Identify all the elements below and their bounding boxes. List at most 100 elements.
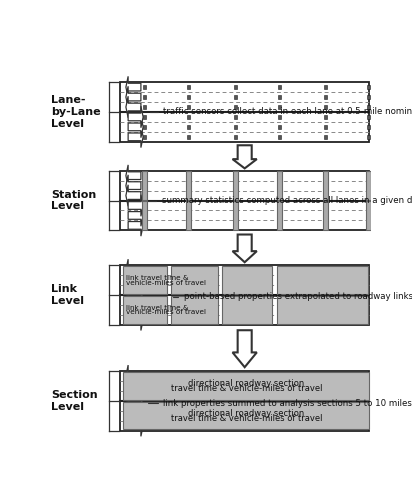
Bar <box>187 125 190 128</box>
Bar <box>186 202 191 230</box>
Bar <box>187 96 190 99</box>
Bar <box>279 135 281 138</box>
Bar <box>234 135 236 138</box>
Polygon shape <box>126 375 141 396</box>
Bar <box>277 172 282 200</box>
Text: Station
Level: Station Level <box>52 190 97 212</box>
Polygon shape <box>128 204 143 226</box>
Text: link properties summed to analysis sections 5 to 10 miles in length: link properties summed to analysis secti… <box>148 399 412 408</box>
Text: directional roadway section: directional roadway section <box>188 379 304 388</box>
Bar <box>324 135 327 138</box>
Bar <box>324 86 327 89</box>
Polygon shape <box>126 76 141 98</box>
Bar <box>187 135 190 138</box>
Bar <box>367 125 370 128</box>
Bar <box>234 115 236 118</box>
Text: link travel time &: link travel time & <box>126 305 188 311</box>
Bar <box>187 115 190 118</box>
Text: vehicle-miles of travel: vehicle-miles of travel <box>126 310 206 316</box>
Polygon shape <box>232 146 257 169</box>
Bar <box>367 96 370 99</box>
Bar <box>277 202 282 230</box>
Bar <box>234 106 236 108</box>
Polygon shape <box>126 185 141 206</box>
Polygon shape <box>128 299 143 320</box>
Bar <box>187 86 190 89</box>
Bar <box>323 202 328 230</box>
Bar <box>234 86 236 89</box>
Bar <box>123 266 167 293</box>
Bar <box>323 172 328 200</box>
Polygon shape <box>126 385 141 406</box>
Polygon shape <box>126 175 141 197</box>
Bar <box>143 115 145 118</box>
Text: travel time & vehicle-miles of travel: travel time & vehicle-miles of travel <box>171 414 322 423</box>
Bar <box>123 372 369 400</box>
Polygon shape <box>232 330 257 367</box>
Bar <box>324 106 327 108</box>
Bar <box>324 115 327 118</box>
Bar <box>232 202 238 230</box>
Bar <box>234 96 236 99</box>
Polygon shape <box>128 289 143 310</box>
Bar <box>276 266 368 293</box>
Bar <box>143 135 145 138</box>
Bar <box>366 172 371 200</box>
Bar <box>279 115 281 118</box>
Bar <box>171 266 218 293</box>
Bar <box>232 172 238 200</box>
Bar <box>279 106 281 108</box>
Text: Section
Level: Section Level <box>52 390 98 411</box>
Bar <box>120 265 369 324</box>
Bar <box>171 296 218 324</box>
Polygon shape <box>128 405 143 426</box>
Polygon shape <box>126 86 141 108</box>
Bar <box>120 170 369 230</box>
Polygon shape <box>128 194 143 216</box>
Bar <box>120 82 369 142</box>
Polygon shape <box>126 96 141 118</box>
Polygon shape <box>128 309 143 330</box>
Bar <box>186 172 191 200</box>
Bar <box>279 96 281 99</box>
Text: summary statistics computed across all lanes in a given direction: summary statistics computed across all l… <box>148 196 412 205</box>
Bar <box>324 96 327 99</box>
Bar <box>143 125 145 128</box>
Polygon shape <box>126 279 141 300</box>
Text: traffic sensors collect data in each lane at 0.5-mile nominal spacing: traffic sensors collect data in each lan… <box>150 108 412 116</box>
Bar <box>120 371 369 430</box>
Bar <box>143 106 145 108</box>
Bar <box>279 86 281 89</box>
Polygon shape <box>128 395 143 416</box>
Polygon shape <box>128 106 143 128</box>
Text: Link
Level: Link Level <box>52 284 84 306</box>
Text: link travel time &: link travel time & <box>126 275 188 281</box>
Bar <box>367 115 370 118</box>
Text: Lane-
by-Lane
Level: Lane- by-Lane Level <box>52 96 101 128</box>
Bar <box>324 125 327 128</box>
Bar <box>187 106 190 108</box>
Polygon shape <box>128 214 143 236</box>
Bar <box>367 135 370 138</box>
Polygon shape <box>126 259 141 281</box>
Bar <box>123 402 369 429</box>
Polygon shape <box>128 126 143 148</box>
Polygon shape <box>126 269 141 290</box>
Bar <box>279 125 281 128</box>
Bar <box>142 172 147 200</box>
Text: directional roadway section: directional roadway section <box>188 409 304 418</box>
Bar <box>222 296 272 324</box>
Polygon shape <box>128 116 143 138</box>
Polygon shape <box>232 234 257 262</box>
Bar <box>367 86 370 89</box>
Text: travel time & vehicle-miles of travel: travel time & vehicle-miles of travel <box>171 384 322 393</box>
Polygon shape <box>126 365 141 386</box>
Text: vehicle-miles of travel: vehicle-miles of travel <box>126 280 206 285</box>
Polygon shape <box>128 415 143 436</box>
Bar <box>366 202 371 230</box>
Bar <box>234 125 236 128</box>
Bar <box>142 202 147 230</box>
Bar <box>222 266 272 293</box>
Bar <box>143 86 145 89</box>
Bar <box>123 296 167 324</box>
